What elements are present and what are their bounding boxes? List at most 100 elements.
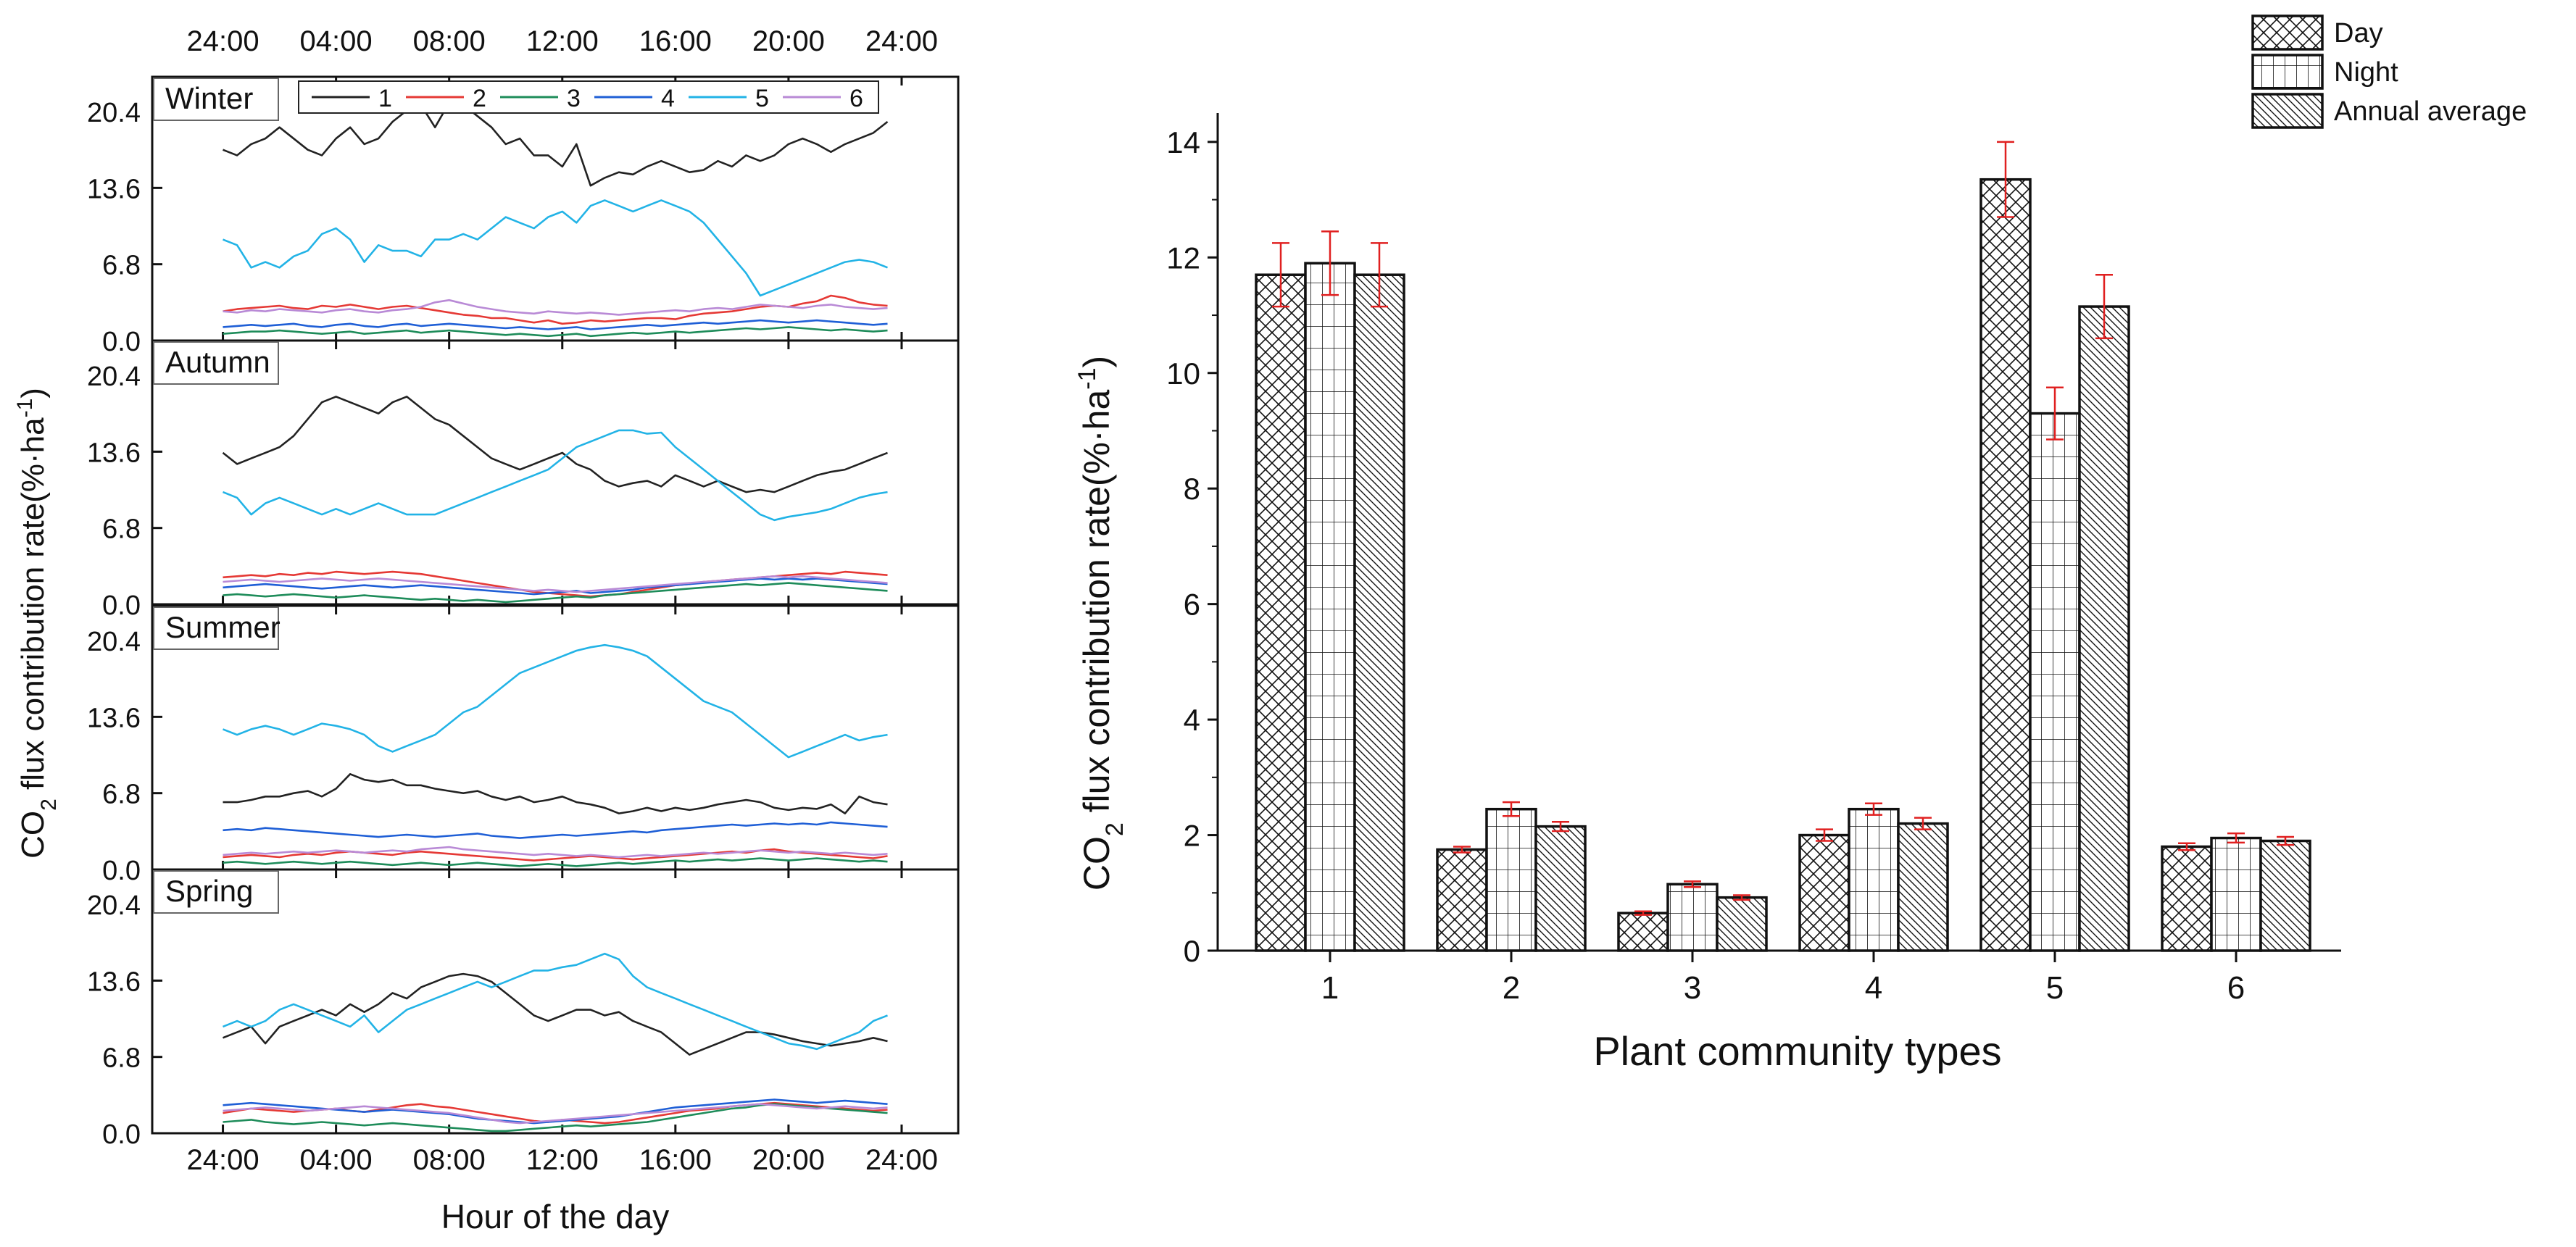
bar-y-gridticks: 0 2 4 6 8 10 12 14 [1166,113,2341,968]
series-2-line [223,848,888,862]
y-tick-label: 20.4 [87,627,141,657]
y-tick-label: 6.8 [102,1043,141,1074]
series-1-line [223,101,889,187]
series-3-line [223,857,888,867]
legend-swatch-day [2251,14,2324,51]
bar-annual-average-2 [1534,825,1587,952]
series-2-line [223,294,888,325]
bottom-x-tick-label: 04:00 [300,1144,373,1176]
y-tick-label: 6.8 [102,514,141,545]
y-tick-label: 13.6 [87,174,141,204]
y-tick-label: 13.6 [87,438,141,468]
series-6-line [223,299,888,316]
y-tick-label: 0.0 [102,1119,141,1150]
top-x-tick-label: 20:00 [752,25,825,57]
bar-group-2 [1436,801,1587,952]
season-label-box [153,606,279,650]
left-y-axis-title: CO2 flux contribution rate(%·ha-1) [13,388,61,859]
bar-x-tick-label: 6 [2227,970,2245,1006]
bar-night-5 [2029,412,2081,952]
series-3-line [223,326,888,338]
line-legend: 1 2 3 4 5 6 [298,80,879,114]
bar-annual-average-6 [2259,839,2311,952]
bar-y-tick-label: 6 [1184,588,1200,622]
series-1-line [223,972,888,1056]
series-1-line [222,396,888,493]
bar-x-ticks: 1 2 3 4 5 6 [1321,951,2245,1006]
left-x-axis-title: Hour of the day [441,1198,670,1235]
y-tick-label: 0.0 [102,856,141,886]
series-3-line [223,582,888,604]
series-5-line [223,643,888,759]
bar-group-5 [1979,141,2130,952]
left-bottom-tick-labels: 24:00 04:00 08:00 12:00 16:00 20:00 24:00 [186,1144,938,1176]
bar-night-4 [1848,807,1900,952]
bar-group-1 [1255,230,1405,952]
left-chart: 24:00 04:00 08:00 12:00 16:00 20:00 24:00 0.0 6… [13,25,960,1235]
series-6-line [223,575,888,593]
panel-spring: 0.0 6.8 13.6 20.4 Spring [87,868,960,1150]
legend-label-3: 3 [567,85,581,112]
series-5-line [223,952,888,1051]
y-tick-label: 0.0 [102,591,141,621]
series-4-line [223,577,888,596]
bar-day-2 [1436,848,1488,952]
legend-label-2: 2 [473,85,486,112]
y-tick-label: 6.8 [102,780,141,810]
season-label: Autumn [165,345,270,379]
bar-y-tick-label: 12 [1166,241,1200,275]
y-tick-label: 6.8 [102,251,141,281]
bar-groups [1255,141,2311,952]
y-tick-label: 13.6 [87,967,141,997]
panel-autumn: 0.0 6.8 13.6 20.4 Autumn [87,339,960,621]
legend-label: Night [2334,57,2398,88]
bar-annual-average-5 [2078,305,2130,952]
top-x-tick-label: 16:00 [639,25,712,57]
legend-label-6: 6 [849,85,863,112]
bar-night-1 [1304,262,1356,952]
right-y-axis-title: CO2 flux contribution rate(%·ha-1) [1073,356,1129,891]
panel-summer: 0.0 6.8 13.6 20.4 Summer [87,604,960,886]
bar-annual-average-3 [1716,896,1768,952]
bar-night-6 [2210,836,2262,952]
season-label: Spring [165,874,253,908]
season-label: Summer [165,610,281,644]
y-tick-label: 20.4 [87,98,141,128]
season-label-box [153,78,279,121]
y-tick-label: 0.0 [102,327,141,357]
series-1-line [223,773,888,814]
bar-group-4 [1798,802,1949,952]
bar-day-6 [2161,845,2213,952]
top-x-tick-label: 04:00 [300,25,373,57]
bar-group-6 [2161,832,2311,952]
bottom-x-tick-label: 20:00 [752,1144,825,1176]
bar-legend: Day Night Annual average [2251,14,2527,129]
bar-day-4 [1798,833,1850,952]
legend-label-1: 1 [378,85,392,112]
bottom-x-tick-label: 08:00 [413,1144,486,1176]
bar-y-tick-label: 0 [1184,934,1200,968]
bar-x-tick-label: 2 [1503,970,1520,1006]
season-label: Winter [165,81,253,115]
season-label-box [153,341,279,385]
legend-swatch-night [2251,54,2324,90]
top-x-tick-label: 24:00 [865,25,938,57]
legend-label: Annual average [2334,96,2527,127]
right-x-axis-title: Plant community types [1593,1028,2001,1074]
panel-winter: 0.0 6.8 13.6 20.4 Winter [87,75,960,357]
top-x-tick-label: 08:00 [413,25,486,57]
bar-annual-average-1 [1353,273,1405,952]
panel-frame [151,868,960,1135]
bar-x-tick-label: 5 [2046,970,2064,1006]
bar-y-tick-label: 8 [1184,472,1200,506]
bottom-x-tick-label: 24:00 [186,1144,259,1176]
bar-x-tick-label: 3 [1684,970,1701,1006]
series-5-line [223,199,888,297]
series-4-line [223,319,888,330]
bar-y-tick-label: 4 [1184,703,1200,737]
left-panels: 0.0 6.8 13.6 20.4 Winter 0.0 6.8 13.6 20.4 Autumn… [87,75,960,1150]
bar-x-tick-label: 4 [1865,970,1882,1006]
y-tick-label: 20.4 [87,362,141,392]
